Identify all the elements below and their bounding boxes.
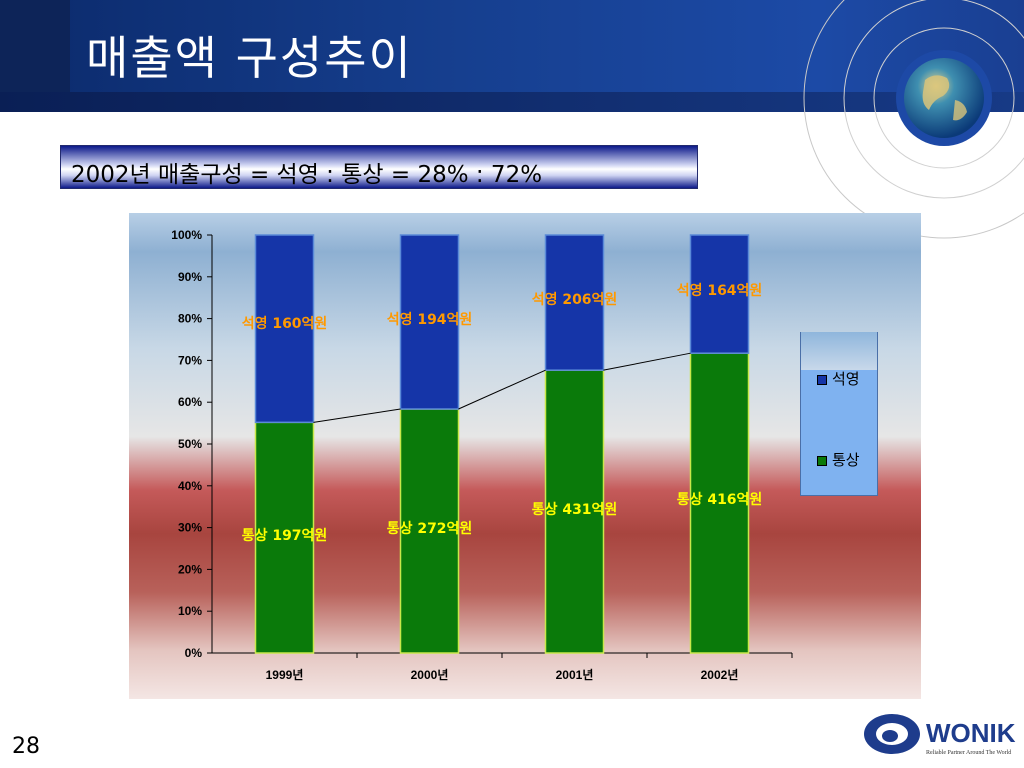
x-tick-label: 2001년 (556, 668, 594, 682)
data-label-trade: 통상 431억원 (532, 502, 618, 518)
page-title: 매출액 구성추이 (86, 31, 413, 85)
data-label-quartz: 석영 206억원 (532, 291, 618, 308)
bar-trade (689, 352, 750, 654)
y-tick-label: 60% (178, 395, 202, 409)
stacked-bar-chart: 0% 10% 20% 30% 40% 50% 60% 70% 80% 90% 100% 1999년 20… (171, 228, 793, 682)
wonik-logo: WONIK Reliable Partner Around The World (864, 714, 1016, 756)
x-tick-label: 2000년 (411, 668, 449, 682)
x-tick-label: 1999년 (266, 668, 304, 682)
chart-area: 0% 10% 20% 30% 40% 50% 60% 70% 80% 90% 100% 1999년 20… (129, 213, 921, 699)
logo-tagline: Reliable Partner Around The World (926, 750, 1011, 756)
bar-quartz (544, 234, 605, 371)
data-label-quartz: 석영 164억원 (677, 282, 763, 299)
series-line (458, 369, 546, 410)
globe-icon (904, 58, 984, 138)
bar-quartz (254, 234, 315, 424)
y-tick-label: 70% (178, 353, 202, 367)
data-label-trade: 통상 197억원 (242, 528, 328, 544)
chart-legend: 석영 통상 (800, 332, 878, 496)
data-label-trade: 통상 272억원 (387, 521, 473, 537)
legend-swatch-quartz (817, 374, 827, 385)
y-tick-label: 40% (178, 479, 202, 493)
series-line (603, 352, 691, 371)
data-label-quartz: 석영 194억원 (387, 311, 473, 328)
legend-swatch-trade (817, 455, 827, 466)
bar-trade (544, 369, 605, 654)
series-line (313, 408, 401, 423)
logo-wordmark: WONIK (926, 718, 1016, 748)
subtitle-box: 2002년 매출구성 = 석영 : 통상 = 28% : 72% (60, 145, 698, 189)
legend-label-trade: 통상 (832, 451, 860, 469)
y-tick-label: 100% (171, 228, 202, 242)
header-corner (0, 0, 70, 92)
globe-decoration (803, 0, 1024, 239)
x-tick-label: 2002년 (701, 668, 739, 682)
page-number: 28 (12, 734, 40, 759)
y-tick-label: 50% (178, 437, 202, 451)
bar-quartz (399, 234, 460, 410)
legend-item-trade: 통상 (817, 449, 860, 470)
subtitle-text: 2002년 매출구성 = 석영 : 통상 = 28% : 72% (71, 162, 543, 188)
y-tick-label: 30% (178, 521, 202, 535)
bar-trade (254, 421, 315, 654)
y-tick-label: 20% (178, 562, 202, 576)
data-label-trade: 통상 416억원 (677, 492, 763, 508)
legend-item-quartz: 석영 (817, 368, 860, 389)
y-tick-label: 80% (178, 312, 202, 326)
bar-quartz (689, 234, 750, 354)
data-label-quartz: 석영 160억원 (242, 315, 328, 332)
y-tick-label: 90% (178, 270, 202, 284)
y-tick-label: 10% (178, 604, 202, 618)
legend-label-quartz: 석영 (832, 370, 860, 388)
header-stripe (0, 92, 1024, 112)
y-tick-label: 0% (185, 646, 203, 660)
